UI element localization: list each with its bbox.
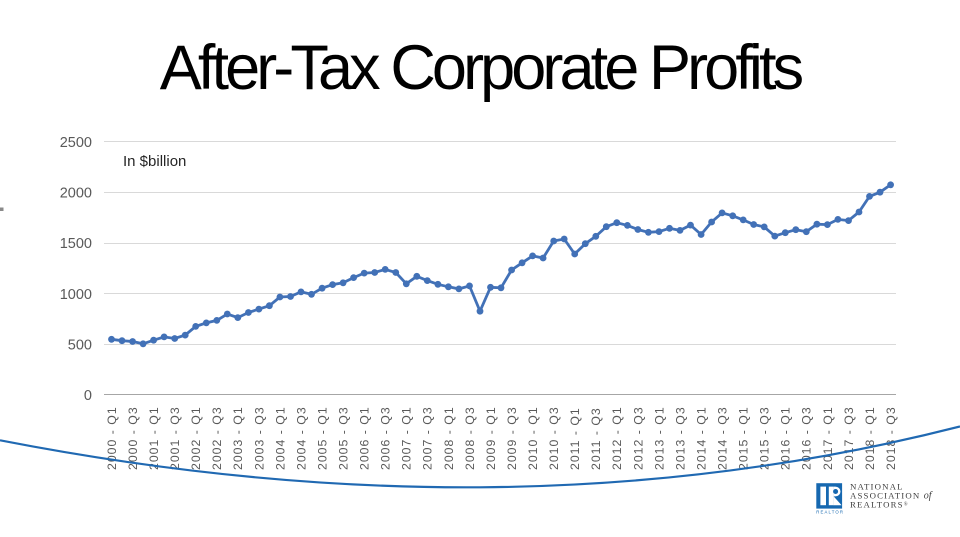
svg-text:REALTORS®: REALTORS® (850, 500, 909, 510)
svg-text:2016 - Q3: 2016 - Q3 (800, 406, 814, 470)
svg-text:2001 - Q3: 2001 - Q3 (168, 406, 182, 470)
svg-text:1000: 1000 (60, 287, 92, 303)
svg-text:ASSOCIATION of: ASSOCIATION of (850, 491, 933, 502)
svg-text:2000: 2000 (60, 186, 92, 202)
svg-text:1500: 1500 (60, 236, 92, 252)
svg-text:2018 - Q1: 2018 - Q1 (863, 406, 877, 470)
svg-text:2013 - Q3: 2013 - Q3 (673, 406, 687, 470)
svg-text:2006 - Q1: 2006 - Q1 (358, 406, 372, 470)
svg-text:2011 - Q3: 2011 - Q3 (589, 407, 603, 470)
svg-text:REALTOR: REALTOR (816, 510, 844, 515)
svg-text:2004 - Q3: 2004 - Q3 (294, 406, 308, 470)
svg-text:2010 - Q3: 2010 - Q3 (547, 406, 561, 470)
svg-text:0: 0 (84, 388, 92, 404)
svg-text:2001 - Q1: 2001 - Q1 (147, 406, 161, 470)
svg-text:500: 500 (68, 337, 92, 353)
svg-text:2000 - Q1: 2000 - Q1 (105, 406, 119, 470)
svg-text:2013 - Q1: 2013 - Q1 (652, 406, 666, 470)
svg-text:2016 - Q1: 2016 - Q1 (779, 406, 793, 470)
svg-text:2007 - Q1: 2007 - Q1 (400, 406, 414, 470)
svg-text:2017 - Q1: 2017 - Q1 (821, 406, 835, 470)
svg-text:2012 - Q3: 2012 - Q3 (631, 406, 645, 470)
svg-text:2005 - Q1: 2005 - Q1 (316, 406, 330, 470)
svg-text:2002 - Q1: 2002 - Q1 (189, 406, 203, 470)
svg-text:2005 - Q3: 2005 - Q3 (337, 406, 351, 470)
svg-text:2009 - Q3: 2009 - Q3 (505, 406, 519, 470)
svg-text:2004 - Q1: 2004 - Q1 (273, 406, 287, 470)
svg-text:2014 - Q1: 2014 - Q1 (695, 406, 709, 470)
svg-text:NATIONAL: NATIONAL (850, 482, 904, 492)
svg-text:2500: 2500 (60, 135, 92, 151)
svg-text:2015 - Q3: 2015 - Q3 (758, 406, 772, 470)
svg-text:2014 - Q3: 2014 - Q3 (716, 406, 730, 470)
svg-text:2000 - Q3: 2000 - Q3 (126, 406, 140, 470)
svg-text:2002 - Q3: 2002 - Q3 (210, 406, 224, 470)
svg-text:2003 - Q1: 2003 - Q1 (231, 406, 245, 470)
svg-text:2007 - Q3: 2007 - Q3 (421, 406, 435, 470)
svg-text:2017 - Q3: 2017 - Q3 (842, 406, 856, 470)
svg-text:2015 - Q1: 2015 - Q1 (737, 406, 751, 470)
svg-text:2009 - Q1: 2009 - Q1 (484, 406, 498, 470)
svg-text:In $billion: In $billion (123, 153, 186, 170)
svg-text:2003 - Q3: 2003 - Q3 (252, 406, 266, 470)
svg-text:2006 - Q3: 2006 - Q3 (379, 406, 393, 470)
svg-text:2018 - Q3: 2018 - Q3 (884, 406, 898, 470)
svg-text:2008 - Q1: 2008 - Q1 (442, 406, 456, 470)
svg-text:2011 - Q1: 2011 - Q1 (568, 407, 582, 470)
svg-text:2010 - Q1: 2010 - Q1 (526, 406, 540, 470)
svg-text:2012 - Q1: 2012 - Q1 (610, 406, 624, 470)
svg-text:2008 - Q3: 2008 - Q3 (463, 406, 477, 470)
